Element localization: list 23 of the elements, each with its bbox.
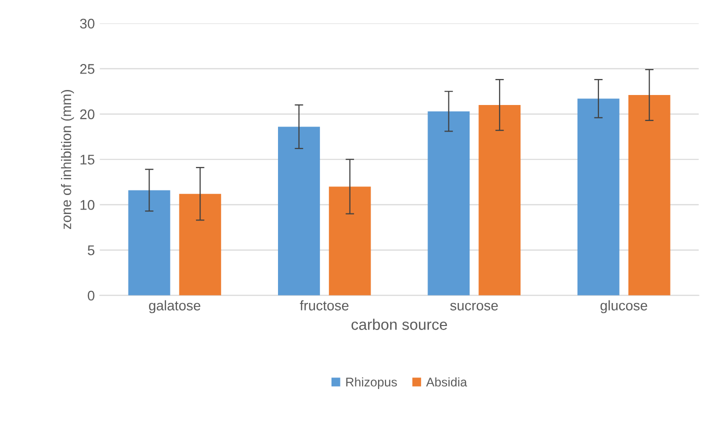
x-tick-label: sucrose [450, 302, 498, 310]
bar [478, 104, 521, 296]
bar [128, 190, 170, 296]
legend-label: Absidia [426, 377, 468, 387]
y-tick-label: 20 [80, 109, 94, 120]
y-tick-label: 30 [80, 18, 94, 29]
x-tick-label: fructose [300, 300, 348, 310]
y-tick-label: 0 [88, 290, 94, 301]
x-axis-title: carbon source [352, 318, 448, 330]
bar [628, 95, 670, 296]
x-tick-label: glucose [600, 300, 648, 314]
bar [328, 186, 371, 296]
y-tick-label: 10 [80, 200, 94, 210]
bar [428, 111, 470, 296]
bar [577, 98, 620, 296]
y-tick-label: 15 [80, 154, 94, 165]
x-tick-label: galatose [149, 300, 200, 314]
bar [179, 194, 222, 296]
y-tick-label: 5 [88, 246, 94, 256]
legend-label: Rhizopus [346, 377, 397, 389]
bar [278, 126, 320, 296]
y-tick-label: 25 [80, 64, 94, 74]
y-axis-title: zone of inhibition (mm) [61, 90, 74, 230]
